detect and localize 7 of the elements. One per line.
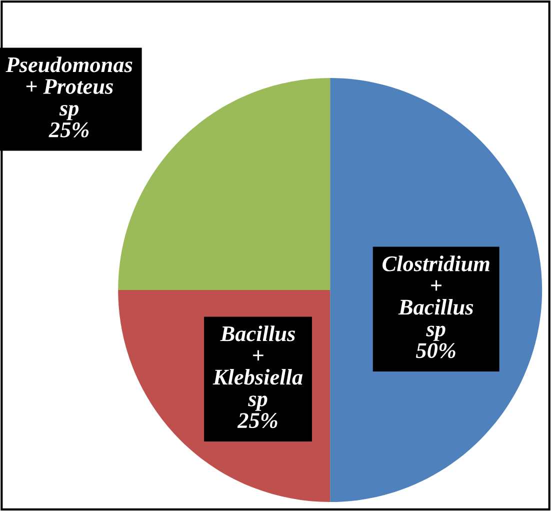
slice-label: Bacillus + Klebsiella sp (212, 326, 303, 411)
data-label: 25% (237, 413, 278, 428)
pie-slice (118, 78, 330, 290)
data-label: 50% (416, 343, 456, 358)
data-label: 25% (48, 122, 89, 138)
slice-label: Pseudomonas + Proteus sp (6, 56, 132, 120)
slice-label: Clostridium + Bacillus sp (382, 256, 490, 341)
